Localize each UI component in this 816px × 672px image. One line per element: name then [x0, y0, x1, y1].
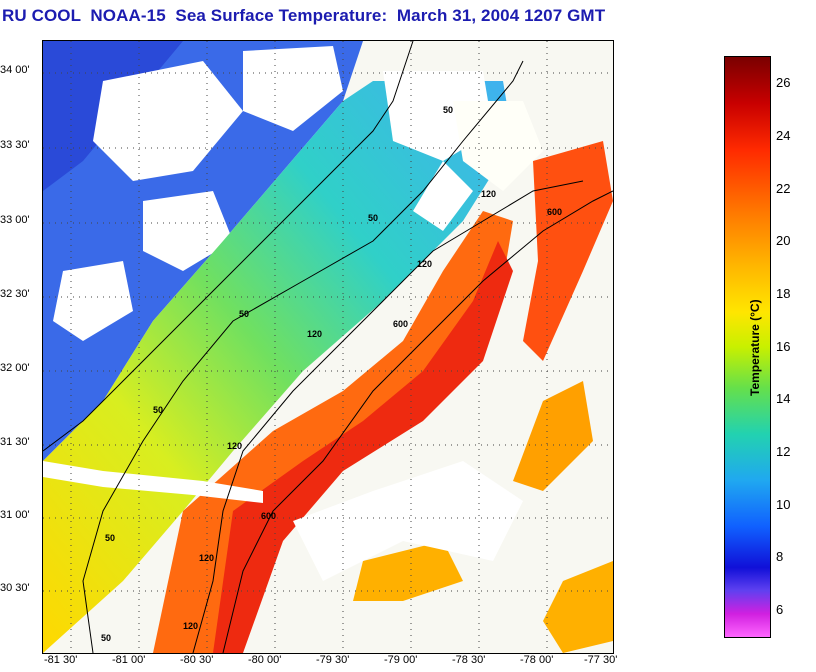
- colorbar-tick: 8: [776, 549, 784, 564]
- lon-label: -80 00': [248, 654, 282, 666]
- lon-label: -81 30': [44, 654, 78, 666]
- contour-label: 50: [368, 213, 378, 223]
- lat-label: 33 00': [0, 214, 30, 226]
- colorbar-tick: 20: [776, 233, 791, 248]
- colorbar-tick: 16: [776, 339, 791, 354]
- contour-label: 120: [227, 441, 242, 451]
- lon-label: -78 30': [452, 654, 486, 666]
- lat-lon-grid: [43, 41, 613, 653]
- map-title: RU COOL NOAA-15 Sea Surface Temperature:…: [2, 6, 606, 25]
- lon-label: -81 00': [112, 654, 146, 666]
- contour-label: 120: [199, 553, 214, 563]
- isobath-contours: [43, 41, 613, 653]
- lat-label: 34 00': [0, 64, 30, 76]
- isobath-50: [82, 60, 524, 653]
- contour-label: 120: [307, 329, 322, 339]
- contour-label: 120: [417, 259, 432, 269]
- colorbar-tick: 26: [776, 75, 791, 90]
- colorbar-tick: 18: [776, 286, 791, 301]
- lat-label: 33 30': [0, 139, 30, 151]
- colorbar-tick: 24: [776, 128, 791, 143]
- lon-label: -79 30': [316, 654, 350, 666]
- colorbar-tick: 22: [776, 181, 791, 196]
- lat-label: 32 30': [0, 288, 30, 300]
- colorbar-label: Temperature (°C): [748, 299, 762, 396]
- contour-label: 50: [105, 533, 115, 543]
- temperature-colorbar: [724, 56, 771, 638]
- lon-label: -79 00': [384, 654, 418, 666]
- colorbar-tick: 10: [776, 497, 791, 512]
- contour-label: 600: [547, 207, 562, 217]
- contour-label: 600: [393, 319, 408, 329]
- lat-label: 31 00': [0, 509, 30, 521]
- lat-label: 31 30': [0, 436, 30, 448]
- contour-label: 50: [101, 633, 111, 643]
- shelf-water: [43, 81, 513, 653]
- colorbar-tick: 12: [776, 444, 791, 459]
- contour-label: 600: [261, 511, 276, 521]
- isobath-600: [222, 190, 613, 653]
- lat-label: 30 30': [0, 582, 30, 594]
- contour-label: 120: [183, 621, 198, 631]
- lon-label: -77 30': [584, 654, 618, 666]
- contour-label: 120: [481, 189, 496, 199]
- coastline: [43, 41, 414, 452]
- colorbar-tick: 14: [776, 391, 791, 406]
- sst-map[interactable]: 50 50 50 50 50 50 120 120 120 120 120 12…: [42, 40, 614, 654]
- colorbar-tick: 6: [776, 602, 784, 617]
- contour-label: 50: [443, 105, 453, 115]
- sst-map-canvas: 50 50 50 50 50 50 120 120 120 120 120 12…: [43, 41, 613, 653]
- lon-label: -78 00': [520, 654, 554, 666]
- isobath-120: [192, 180, 584, 653]
- contour-label: 50: [239, 309, 249, 319]
- contour-label: 50: [153, 405, 163, 415]
- lat-label: 32 00': [0, 362, 30, 374]
- lon-label: -80 30': [180, 654, 214, 666]
